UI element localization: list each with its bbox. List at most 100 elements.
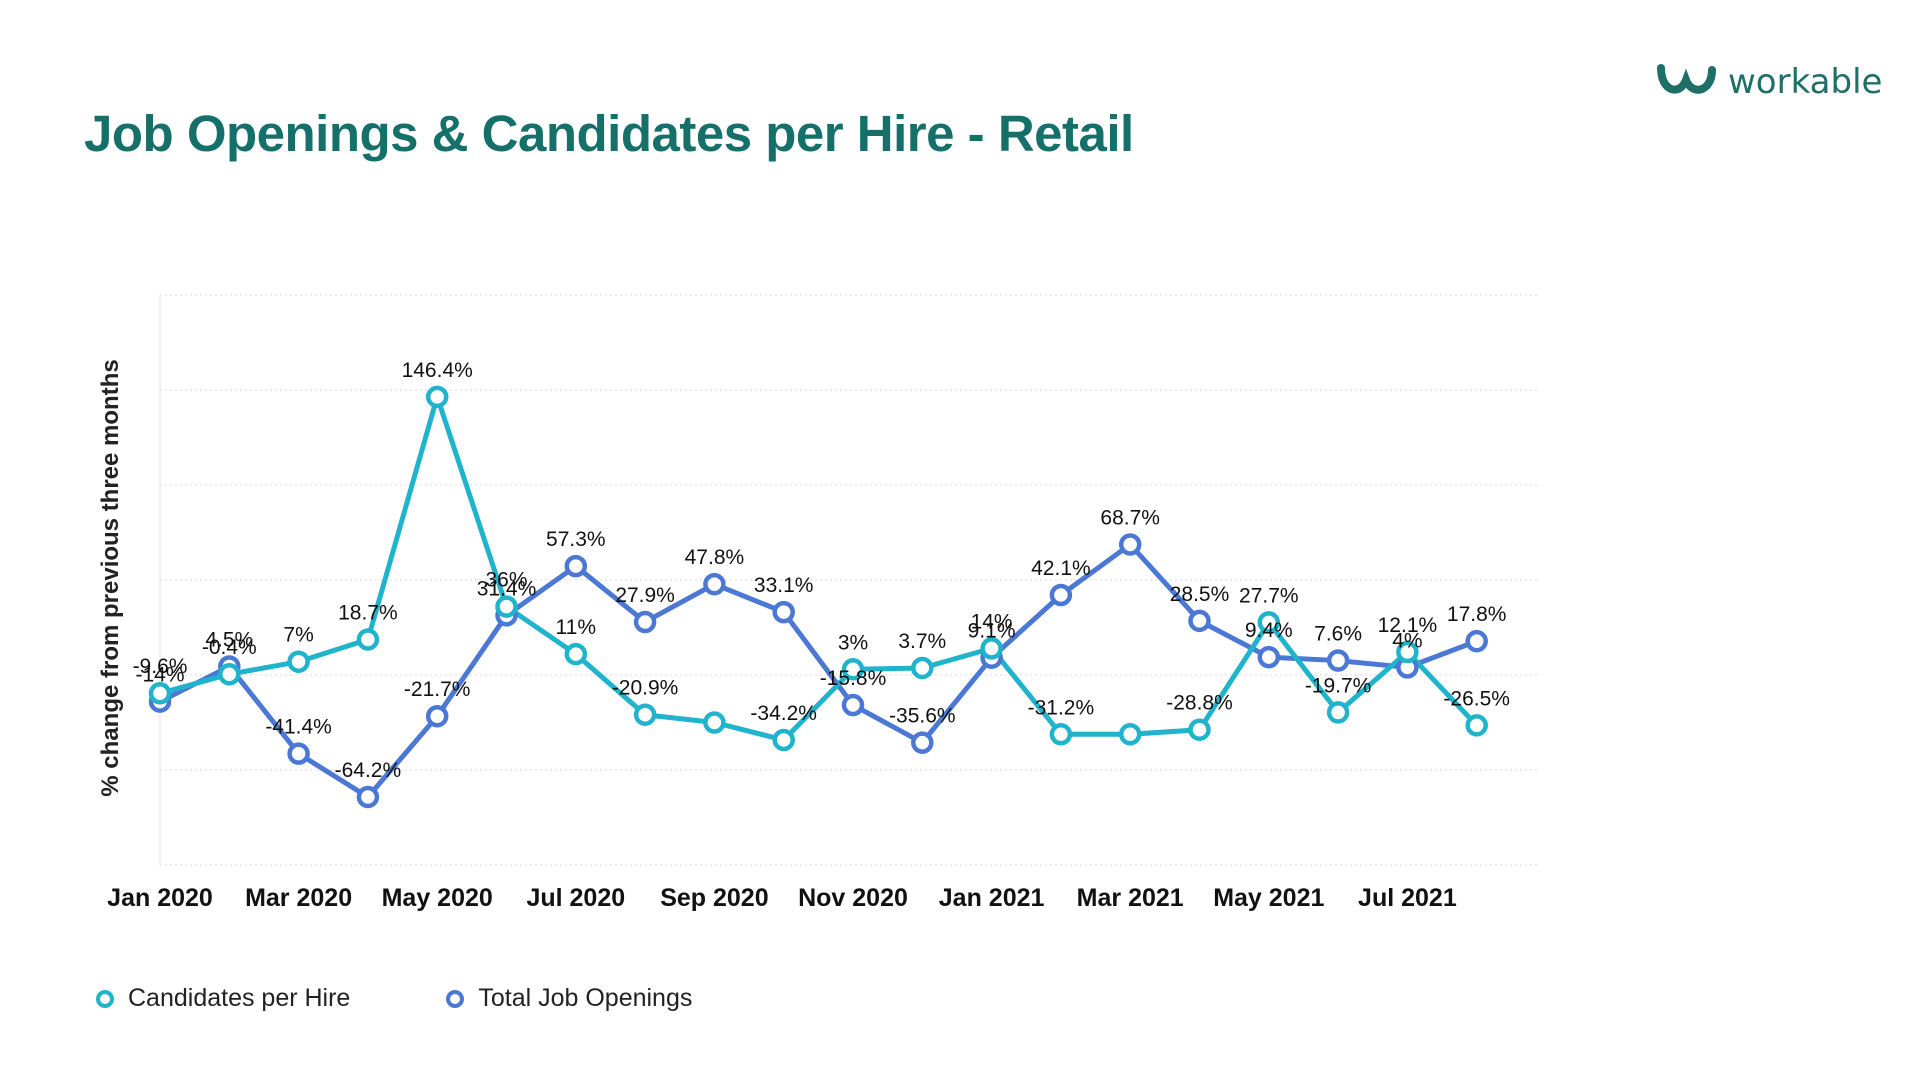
data-point xyxy=(1257,611,1281,634)
data-label: 57.3% xyxy=(546,528,606,551)
data-point xyxy=(703,711,726,734)
data-label: -20.9% xyxy=(612,677,679,700)
data-point xyxy=(287,650,310,673)
data-label: 27.9% xyxy=(615,584,675,607)
data-label: 4.5% xyxy=(205,628,253,651)
legend-marker-candidates xyxy=(96,989,114,1008)
data-label: 7% xyxy=(283,624,313,647)
data-point xyxy=(1118,533,1142,556)
data-label: -31.2% xyxy=(1028,696,1095,719)
series-lines xyxy=(158,394,1479,800)
legend-label-openings: Total Job Openings xyxy=(478,984,693,1012)
legend-label-candidates: Candidates per Hire xyxy=(128,984,351,1012)
data-label: 146.4% xyxy=(402,359,473,382)
data-label: 7.6% xyxy=(1314,623,1362,646)
data-label: 3.7% xyxy=(898,630,946,653)
data-label: 17.8% xyxy=(1447,603,1507,626)
series-line-candidates xyxy=(159,394,1479,743)
data-point xyxy=(772,728,795,752)
data-point xyxy=(425,385,449,409)
data-point xyxy=(148,681,172,705)
legend: Candidates per Hire Total Job Openings xyxy=(96,984,692,1013)
data-label: -35.6% xyxy=(889,705,956,728)
data-point xyxy=(911,656,934,680)
data-label: 27.7% xyxy=(1239,584,1299,607)
x-tick-label: Mar 2020 xyxy=(245,884,352,912)
data-label: -14% xyxy=(135,664,184,687)
data-label: 9.1% xyxy=(968,620,1016,643)
data-point xyxy=(564,554,588,578)
legend-item-openings[interactable]: Total Job Openings xyxy=(446,984,692,1013)
x-tick-label: Jan 2021 xyxy=(939,884,1045,912)
data-label: -41.4% xyxy=(265,716,332,739)
data-point xyxy=(772,600,795,624)
x-tick-label: May 2021 xyxy=(1213,884,1324,912)
data-label: 3% xyxy=(838,631,868,654)
data-label: 18.7% xyxy=(338,601,398,624)
data-point xyxy=(1326,701,1350,724)
x-tick-label: Mar 2021 xyxy=(1077,884,1184,912)
x-axis-ticks: Jan 2020 Mar 2020 May 2020 Jul 2020 Sep 2020… xyxy=(107,884,1457,912)
data-label: 11% xyxy=(556,616,596,639)
data-label: -28.8% xyxy=(1166,692,1233,715)
x-tick-label: Jul 2021 xyxy=(1358,884,1457,912)
data-label: 68.7% xyxy=(1100,506,1160,529)
data-point xyxy=(356,628,380,651)
data-label: 42.1% xyxy=(1031,557,1091,580)
data-point xyxy=(911,731,934,754)
series-points xyxy=(148,385,1488,809)
legend-item-candidates[interactable]: Candidates per Hire xyxy=(96,984,350,1013)
data-label: 33.1% xyxy=(754,574,814,597)
data-label: 9.4% xyxy=(1245,619,1293,642)
data-point xyxy=(1118,723,1142,746)
legend-marker-openings xyxy=(446,989,465,1008)
data-label: -19.7% xyxy=(1305,674,1372,697)
data-point xyxy=(1049,583,1073,607)
data-labels: -9.6% -0.4% 7% 18.7% 146.4% 36% 11% -20.9% -34.2… xyxy=(133,359,1510,782)
y-axis-label: % change from previous three months xyxy=(97,359,124,796)
data-label: 47.8% xyxy=(685,546,745,569)
data-label: -34.2% xyxy=(750,702,817,725)
data-point xyxy=(564,642,588,666)
data-point xyxy=(1188,718,1211,741)
data-label: 28.5% xyxy=(1170,583,1230,606)
data-point xyxy=(495,595,518,618)
data-point xyxy=(425,704,449,728)
x-tick-label: May 2020 xyxy=(382,884,493,912)
data-point xyxy=(1049,723,1073,746)
data-point xyxy=(703,572,726,596)
data-label: -21.7% xyxy=(404,678,471,701)
data-label: -64.2% xyxy=(335,759,402,782)
workable-logo-icon xyxy=(1657,64,1716,94)
data-point xyxy=(980,637,1003,660)
data-point xyxy=(1465,714,1488,737)
data-label: 14% xyxy=(971,610,1013,633)
x-tick-label: Jan 2020 xyxy=(107,884,213,912)
series-line-openings xyxy=(158,541,1478,800)
data-label: 36% xyxy=(485,569,527,592)
data-point xyxy=(841,693,865,717)
data-label: -9.6% xyxy=(133,655,188,678)
data-point xyxy=(633,703,657,726)
data-point xyxy=(633,610,657,634)
data-point xyxy=(1326,649,1350,672)
data-point xyxy=(1465,629,1488,653)
data-point xyxy=(356,785,380,809)
data-label: -15.8% xyxy=(820,667,887,690)
data-point xyxy=(1257,645,1281,669)
data-label: 4% xyxy=(1392,629,1422,652)
data-point xyxy=(1188,609,1211,633)
data-point xyxy=(841,658,865,681)
x-tick-label: Sep 2020 xyxy=(660,884,768,912)
data-point xyxy=(1396,640,1419,664)
x-tick-label: Nov 2020 xyxy=(798,884,908,912)
x-tick-label: Jul 2020 xyxy=(526,884,625,912)
data-label: 12.1% xyxy=(1378,614,1438,637)
workable-logo: workable xyxy=(1656,62,1882,102)
data-label: 31.4% xyxy=(477,577,537,600)
brand-name: workable xyxy=(1728,62,1883,102)
chart-title: Job Openings & Candidates per Hire - Ret… xyxy=(84,105,1134,162)
data-label: -0.4% xyxy=(202,636,257,659)
data-point xyxy=(287,742,310,765)
